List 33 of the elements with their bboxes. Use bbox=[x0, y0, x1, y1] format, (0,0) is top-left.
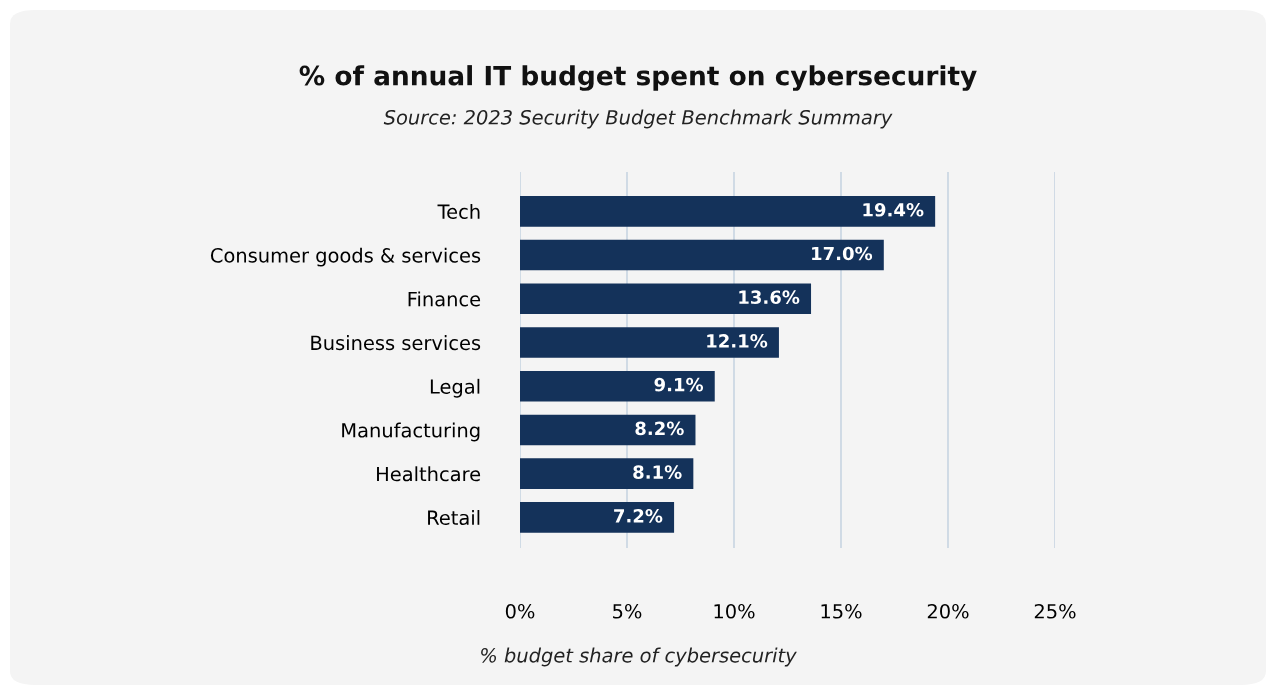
data-label: 19.4% bbox=[863, 202, 924, 217]
bar bbox=[520, 327, 779, 358]
bar bbox=[520, 502, 675, 533]
bar bbox=[520, 414, 696, 446]
data-label: 12.1% bbox=[707, 334, 768, 348]
y-tick-label: Tech bbox=[437, 203, 480, 220]
data-label: 13.6% bbox=[739, 290, 800, 305]
x-tick-label: 10% bbox=[714, 603, 755, 619]
y-tick-label: Consumer goods & services bbox=[210, 247, 481, 267]
y-tick-label: Business services bbox=[311, 335, 481, 351]
x-axis-title: % budget share of cybersecurity bbox=[481, 647, 797, 667]
data-label: 8.1% bbox=[633, 465, 682, 479]
data-label: 8.2% bbox=[635, 421, 684, 436]
bar bbox=[520, 239, 884, 271]
x-tick-label: 0% bbox=[505, 603, 535, 619]
x-tick-label: 15% bbox=[821, 603, 862, 619]
data-label: 17.0% bbox=[812, 246, 873, 261]
x-tick-label: 25% bbox=[1034, 603, 1076, 619]
y-tick-label: Finance bbox=[408, 291, 481, 307]
x-tick-label: 20% bbox=[927, 603, 969, 619]
x-tick-label: 5% bbox=[613, 603, 642, 619]
bar bbox=[520, 283, 812, 315]
chart-subtitle: Source: 2023 Security Budget Benchmark Summary bbox=[383, 109, 893, 129]
data-label: 9.1% bbox=[654, 377, 704, 392]
bar bbox=[520, 196, 936, 227]
y-tick-label: Manufacturing bbox=[342, 422, 480, 442]
bar bbox=[520, 370, 715, 402]
y-tick-label: Retail bbox=[428, 510, 480, 526]
bar bbox=[520, 458, 694, 489]
y-tick-label: Legal bbox=[430, 378, 480, 398]
data-label: 7.2% bbox=[614, 508, 663, 523]
y-tick-label: Healthcare bbox=[377, 466, 481, 482]
chart-title: % of annual IT budget spent on cybersecurity bbox=[299, 65, 977, 91]
